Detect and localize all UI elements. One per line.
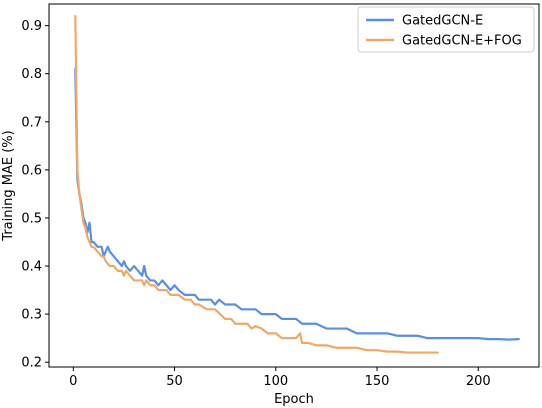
y-axis-label: Training MAE (%) <box>1 130 16 241</box>
x-axis-label: Epoch <box>274 392 314 407</box>
series-layer <box>74 14 520 354</box>
plot-frame <box>48 3 540 368</box>
y-tick-label: 0.8 <box>21 67 42 82</box>
legend-box <box>357 6 535 53</box>
y-tick-label: 0.3 <box>21 308 42 323</box>
y-tick-label: 0.5 <box>21 211 42 226</box>
x-tick-label: 200 <box>466 374 491 389</box>
x-tick-label: 100 <box>263 374 288 389</box>
y-tick-label: 0.2 <box>21 356 42 371</box>
legend-label-1: GatedGCN-E <box>402 14 483 29</box>
x-tick-label: 0 <box>69 374 77 389</box>
y-tick-label: 0.9 <box>21 19 42 34</box>
series-line-1 <box>74 67 520 341</box>
y-tick-label: 0.7 <box>21 115 42 130</box>
x-tick-label: 50 <box>166 374 183 389</box>
y-tick-label: 0.4 <box>21 260 42 275</box>
legend: GatedGCN-E GatedGCN-E+FOG <box>357 6 535 53</box>
legend-label-2: GatedGCN-E+FOG <box>402 34 522 49</box>
y-tick-label: 0.6 <box>21 163 42 178</box>
y-axis: 0.2 0.3 0.4 0.5 0.6 0.7 0.8 0.9 <box>21 19 49 371</box>
x-axis: 0 50 100 150 200 <box>69 367 491 389</box>
series-line-2 <box>74 14 439 354</box>
x-tick-label: 150 <box>365 374 390 389</box>
